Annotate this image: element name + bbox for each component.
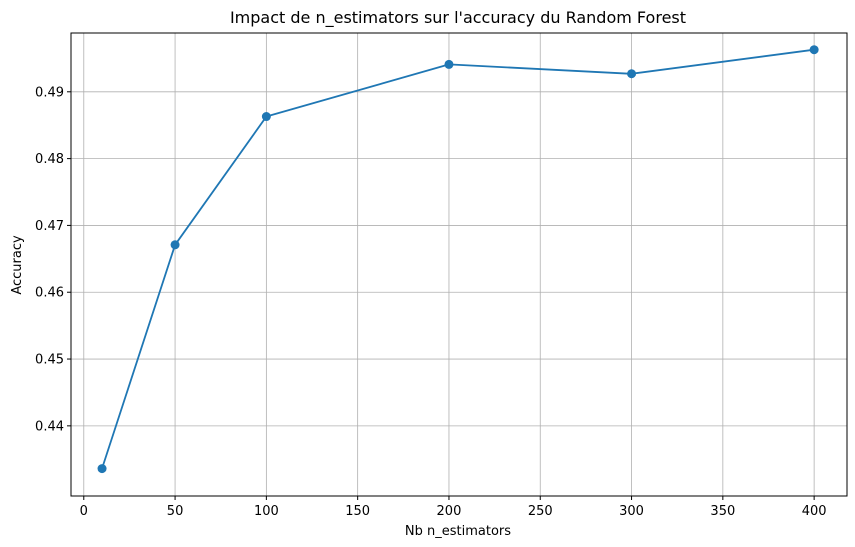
x-tick-label: 400 xyxy=(802,504,827,519)
y-tick-label: 0.48 xyxy=(35,152,64,167)
axes xyxy=(67,32,848,500)
y-tick-label: 0.44 xyxy=(35,419,64,434)
y-axis-label: Accuracy xyxy=(10,235,25,295)
data-point xyxy=(444,59,454,69)
data-point xyxy=(170,240,180,250)
y-tick-label: 0.49 xyxy=(35,85,64,100)
x-tick-label: 250 xyxy=(528,504,553,519)
data-point xyxy=(627,69,637,79)
data-points xyxy=(97,45,819,474)
y-tick-label: 0.46 xyxy=(35,286,64,301)
series xyxy=(101,48,815,469)
x-tick-label: 50 xyxy=(167,504,184,519)
x-tick-label: 150 xyxy=(345,504,370,519)
x-tick-label: 200 xyxy=(437,504,462,519)
x-tick-label: 350 xyxy=(710,504,735,519)
x-axis-label: Nb n_estimators xyxy=(405,524,511,539)
y-tick-label: 0.47 xyxy=(35,219,64,234)
y-tick-label: 0.45 xyxy=(35,353,64,368)
data-point xyxy=(261,112,271,122)
x-tick-label: 100 xyxy=(254,504,279,519)
tick-labels: 0 50 100 150 200 250 300 350 400 0.44 0.45 0.46 0.47… xyxy=(35,85,827,519)
x-tick-label: 0 xyxy=(80,504,88,519)
data-point xyxy=(97,464,107,474)
data-point xyxy=(809,45,819,55)
x-tick-label: 300 xyxy=(619,504,644,519)
plot-frame xyxy=(70,32,848,497)
grid xyxy=(71,33,847,496)
series-line xyxy=(101,48,815,469)
chart-title: Impact de n_estimators sur l'accuracy du… xyxy=(230,8,686,28)
